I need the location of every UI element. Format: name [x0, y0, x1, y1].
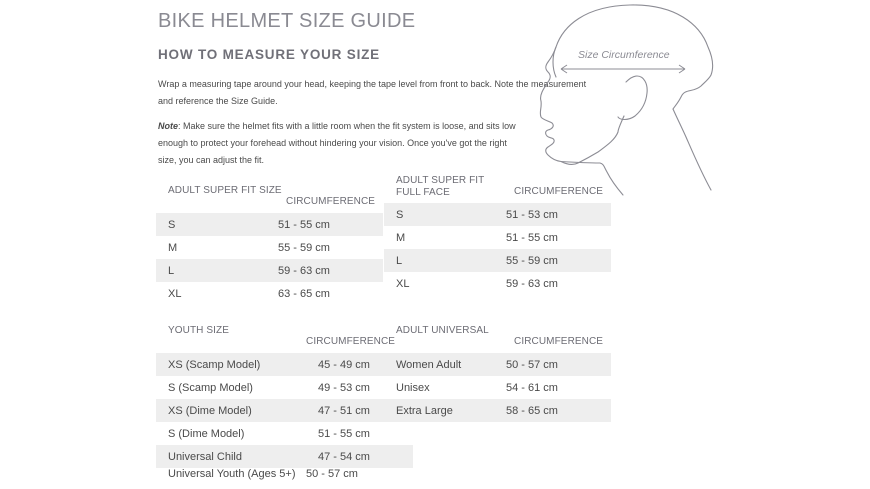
svg-text:Size Circumference: Size Circumference: [578, 49, 670, 61]
